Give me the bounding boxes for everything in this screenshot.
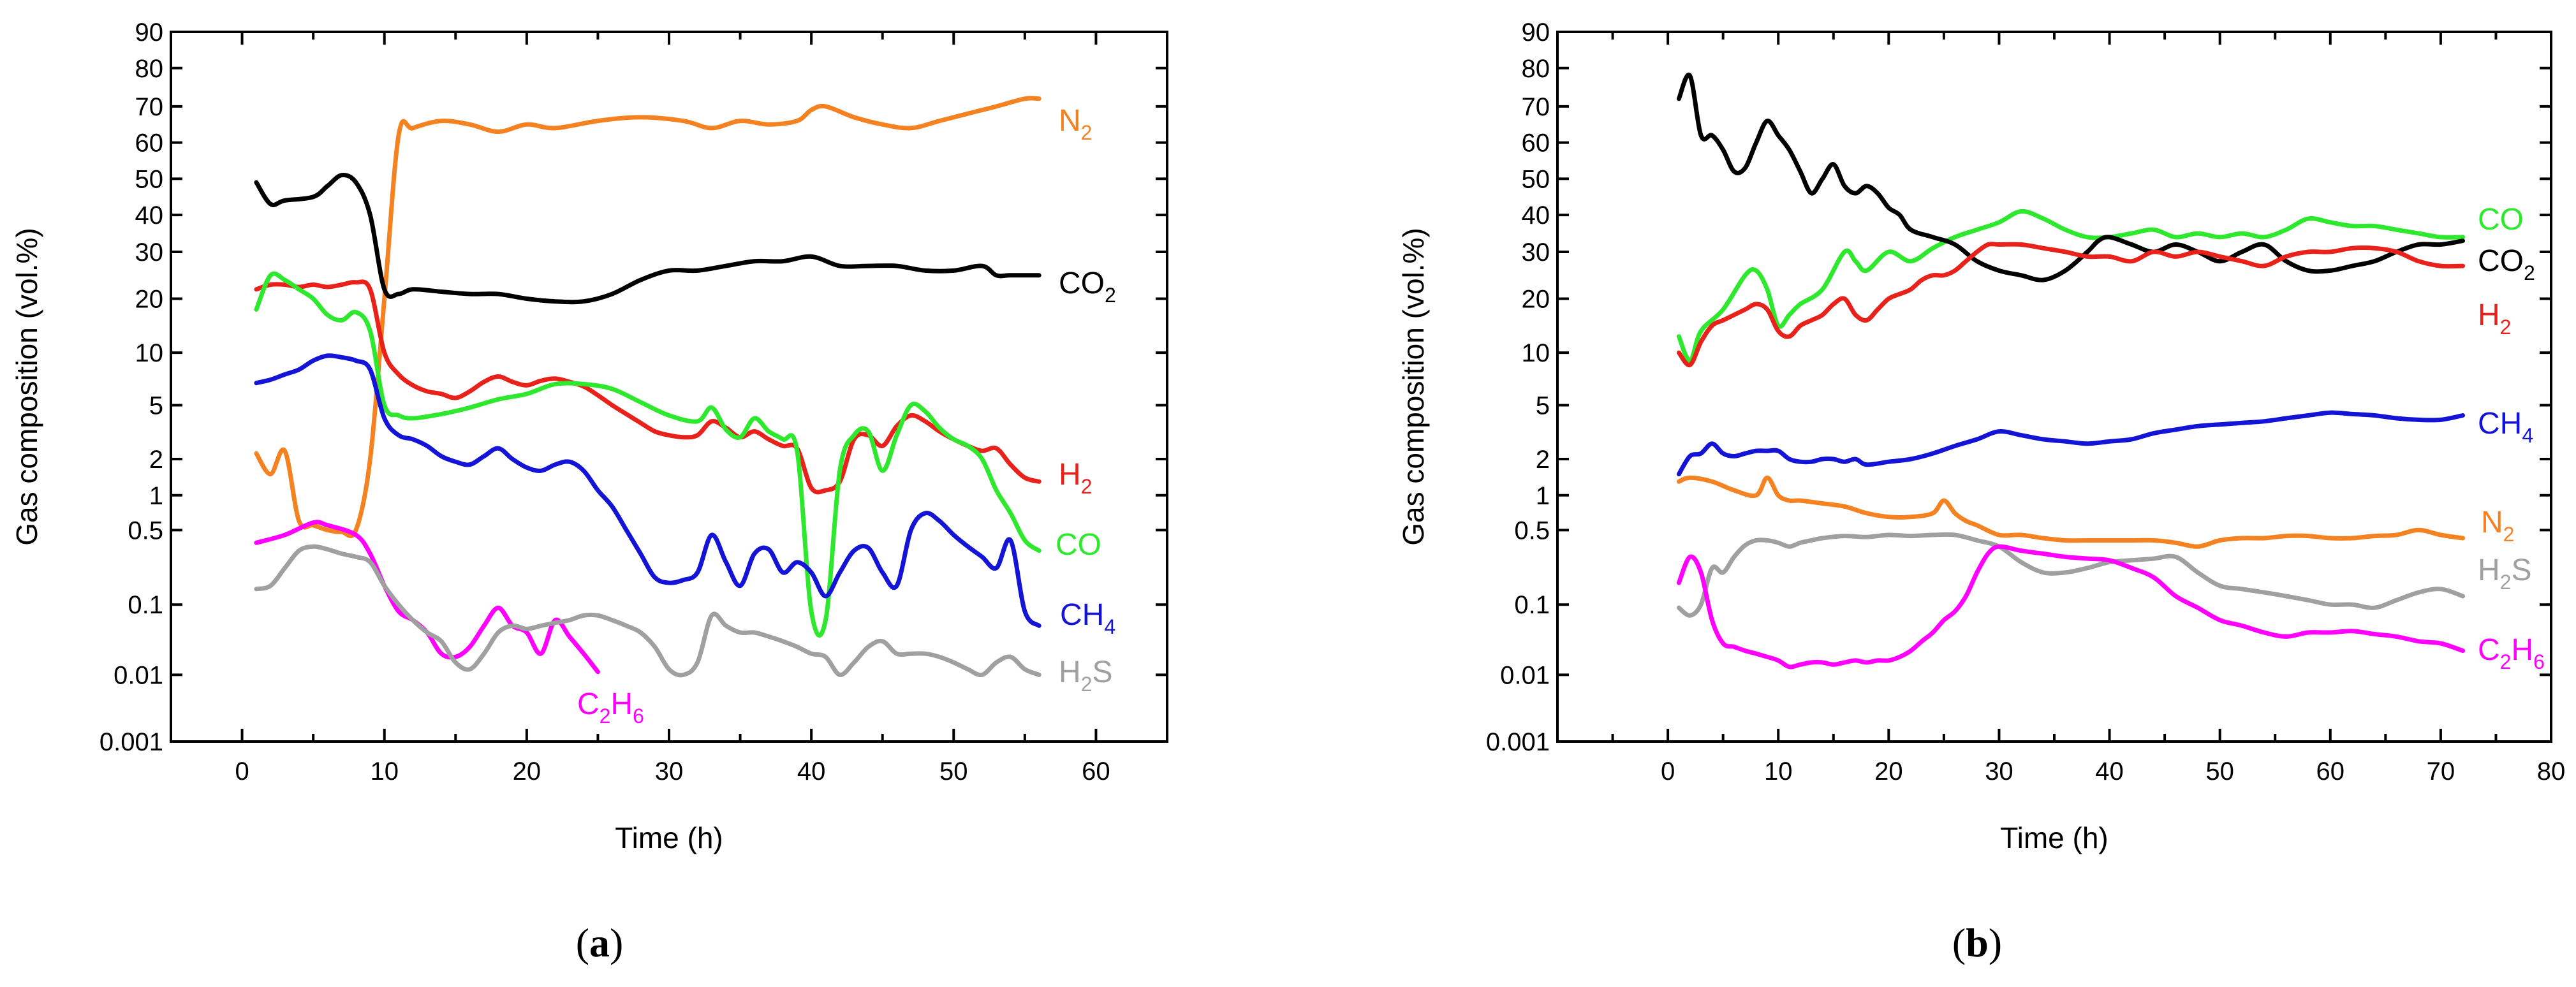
series-label-H2S: H2S xyxy=(2478,553,2531,594)
y-tick-label: 0.01 xyxy=(1500,661,1550,689)
series-label-H2S: H2S xyxy=(1059,655,1112,696)
y-tick-label: 90 xyxy=(1522,18,1550,47)
y-tick-label: 30 xyxy=(135,238,164,267)
series-line-C2H6 xyxy=(1676,544,2465,669)
x-tick-label: 40 xyxy=(797,757,826,786)
series-label-N2: N2 xyxy=(2481,506,2514,546)
y-tick-label: 50 xyxy=(135,165,164,193)
series-line-N2 xyxy=(254,96,1041,539)
y-tick-label: 0.5 xyxy=(1514,516,1550,545)
y-axis-label: Gas composition (vol.%) xyxy=(1397,228,1430,546)
y-tick-label: 0.01 xyxy=(114,661,163,689)
x-tick-label: 80 xyxy=(2537,757,2566,786)
series-label-N2: N2 xyxy=(1059,104,1092,144)
series-line-CO xyxy=(254,271,1041,638)
y-tick-label: 30 xyxy=(1522,238,1550,267)
x-tick-label: 60 xyxy=(2316,757,2345,786)
y-axis-label: Gas composition (vol.%) xyxy=(10,228,43,546)
y-tick-label: 60 xyxy=(1522,129,1550,157)
series-line-CH4 xyxy=(1676,410,2465,477)
x-tick-label: 20 xyxy=(513,757,541,786)
y-tick-label: 10 xyxy=(135,339,164,367)
series-label-H2: H2 xyxy=(1059,458,1092,498)
series-label-CH4: CH4 xyxy=(1060,598,1115,638)
series-label-CO2: CO2 xyxy=(1059,267,1116,307)
series-line-H2S xyxy=(254,544,1041,678)
x-axis-label: Time (h) xyxy=(2000,821,2109,854)
series-line-H2 xyxy=(254,279,1041,495)
x-tick-label: 40 xyxy=(2095,757,2124,786)
y-tick-label: 70 xyxy=(1522,93,1550,121)
y-tick-label: 70 xyxy=(135,93,164,121)
y-tick-label: 2 xyxy=(1536,446,1550,474)
y-tick-label: 2 xyxy=(149,446,163,474)
y-tick-label: 80 xyxy=(1522,55,1550,83)
x-tick-label: 10 xyxy=(1764,757,1793,786)
x-tick-label: 50 xyxy=(2205,757,2234,786)
series-label-C2H6: C2H6 xyxy=(2478,633,2545,673)
y-tick-label: 5 xyxy=(1536,391,1550,420)
y-tick-label: 20 xyxy=(135,285,164,313)
x-tick-label: 50 xyxy=(939,757,968,786)
x-tick-label: 30 xyxy=(1985,757,2013,786)
y-tick-label: 1 xyxy=(1536,482,1550,510)
plot-frame xyxy=(170,31,1168,743)
x-axis-label: Time (h) xyxy=(615,821,723,854)
y-tick-label: 60 xyxy=(135,129,164,157)
y-tick-label: 10 xyxy=(1522,339,1550,367)
panel-label: (b) xyxy=(1952,920,2002,965)
y-tick-label: 0.5 xyxy=(128,516,163,545)
series-line-CO2 xyxy=(1676,72,2465,282)
panel-label: (a) xyxy=(576,920,624,965)
x-tick-label: 0 xyxy=(1661,757,1675,786)
series-line-H2S xyxy=(1676,532,2465,618)
series-line-C2H6 xyxy=(254,520,600,675)
x-tick-label: 70 xyxy=(2427,757,2455,786)
y-tick-label: 5 xyxy=(149,391,163,420)
x-tick-label: 60 xyxy=(1082,757,1110,786)
series-label-CO: CO xyxy=(1056,528,1101,562)
y-tick-label: 50 xyxy=(1522,165,1550,193)
x-tick-label: 10 xyxy=(370,757,399,786)
series-label-CO2: CO2 xyxy=(2478,244,2535,284)
y-tick-label: 1 xyxy=(149,482,163,510)
series-line-N2 xyxy=(1676,475,2465,549)
y-tick-label: 80 xyxy=(135,55,164,83)
chart-panel-a: 0.001 0.01 0.1 0.5 1 2 5 10 20 30 40 50 60 70 80 90 0 10 2… xyxy=(10,18,1168,965)
y-tick-label: 0.001 xyxy=(1486,728,1550,756)
y-tick-label: 90 xyxy=(135,18,164,47)
series-label-CH4: CH4 xyxy=(2478,407,2533,447)
y-tick-label: 0.001 xyxy=(99,728,163,756)
y-tick-label: 0.1 xyxy=(128,591,163,619)
series-line-CO2 xyxy=(254,173,1041,305)
series-line-CH4 xyxy=(254,353,1041,628)
x-tick-label: 20 xyxy=(1874,757,1903,786)
series-label-H2: H2 xyxy=(2478,298,2511,339)
series-line-CO xyxy=(1676,208,2465,363)
y-tick-label: 40 xyxy=(135,201,164,230)
series-label-CO: CO xyxy=(2478,203,2524,237)
series-label-C2H6: C2H6 xyxy=(577,687,644,727)
y-tick-label: 0.1 xyxy=(1514,591,1550,619)
series-line-H2 xyxy=(1676,242,2465,368)
x-tick-label: 0 xyxy=(235,757,249,786)
x-tick-label: 30 xyxy=(655,757,684,786)
y-tick-label: 40 xyxy=(1522,201,1550,230)
chart-panel-b: 0.001 0.01 0.1 0.5 1 2 5 10 20 30 40 50 60 70 80 90 0 10 2… xyxy=(1397,18,2565,965)
y-tick-label: 20 xyxy=(1522,285,1550,313)
